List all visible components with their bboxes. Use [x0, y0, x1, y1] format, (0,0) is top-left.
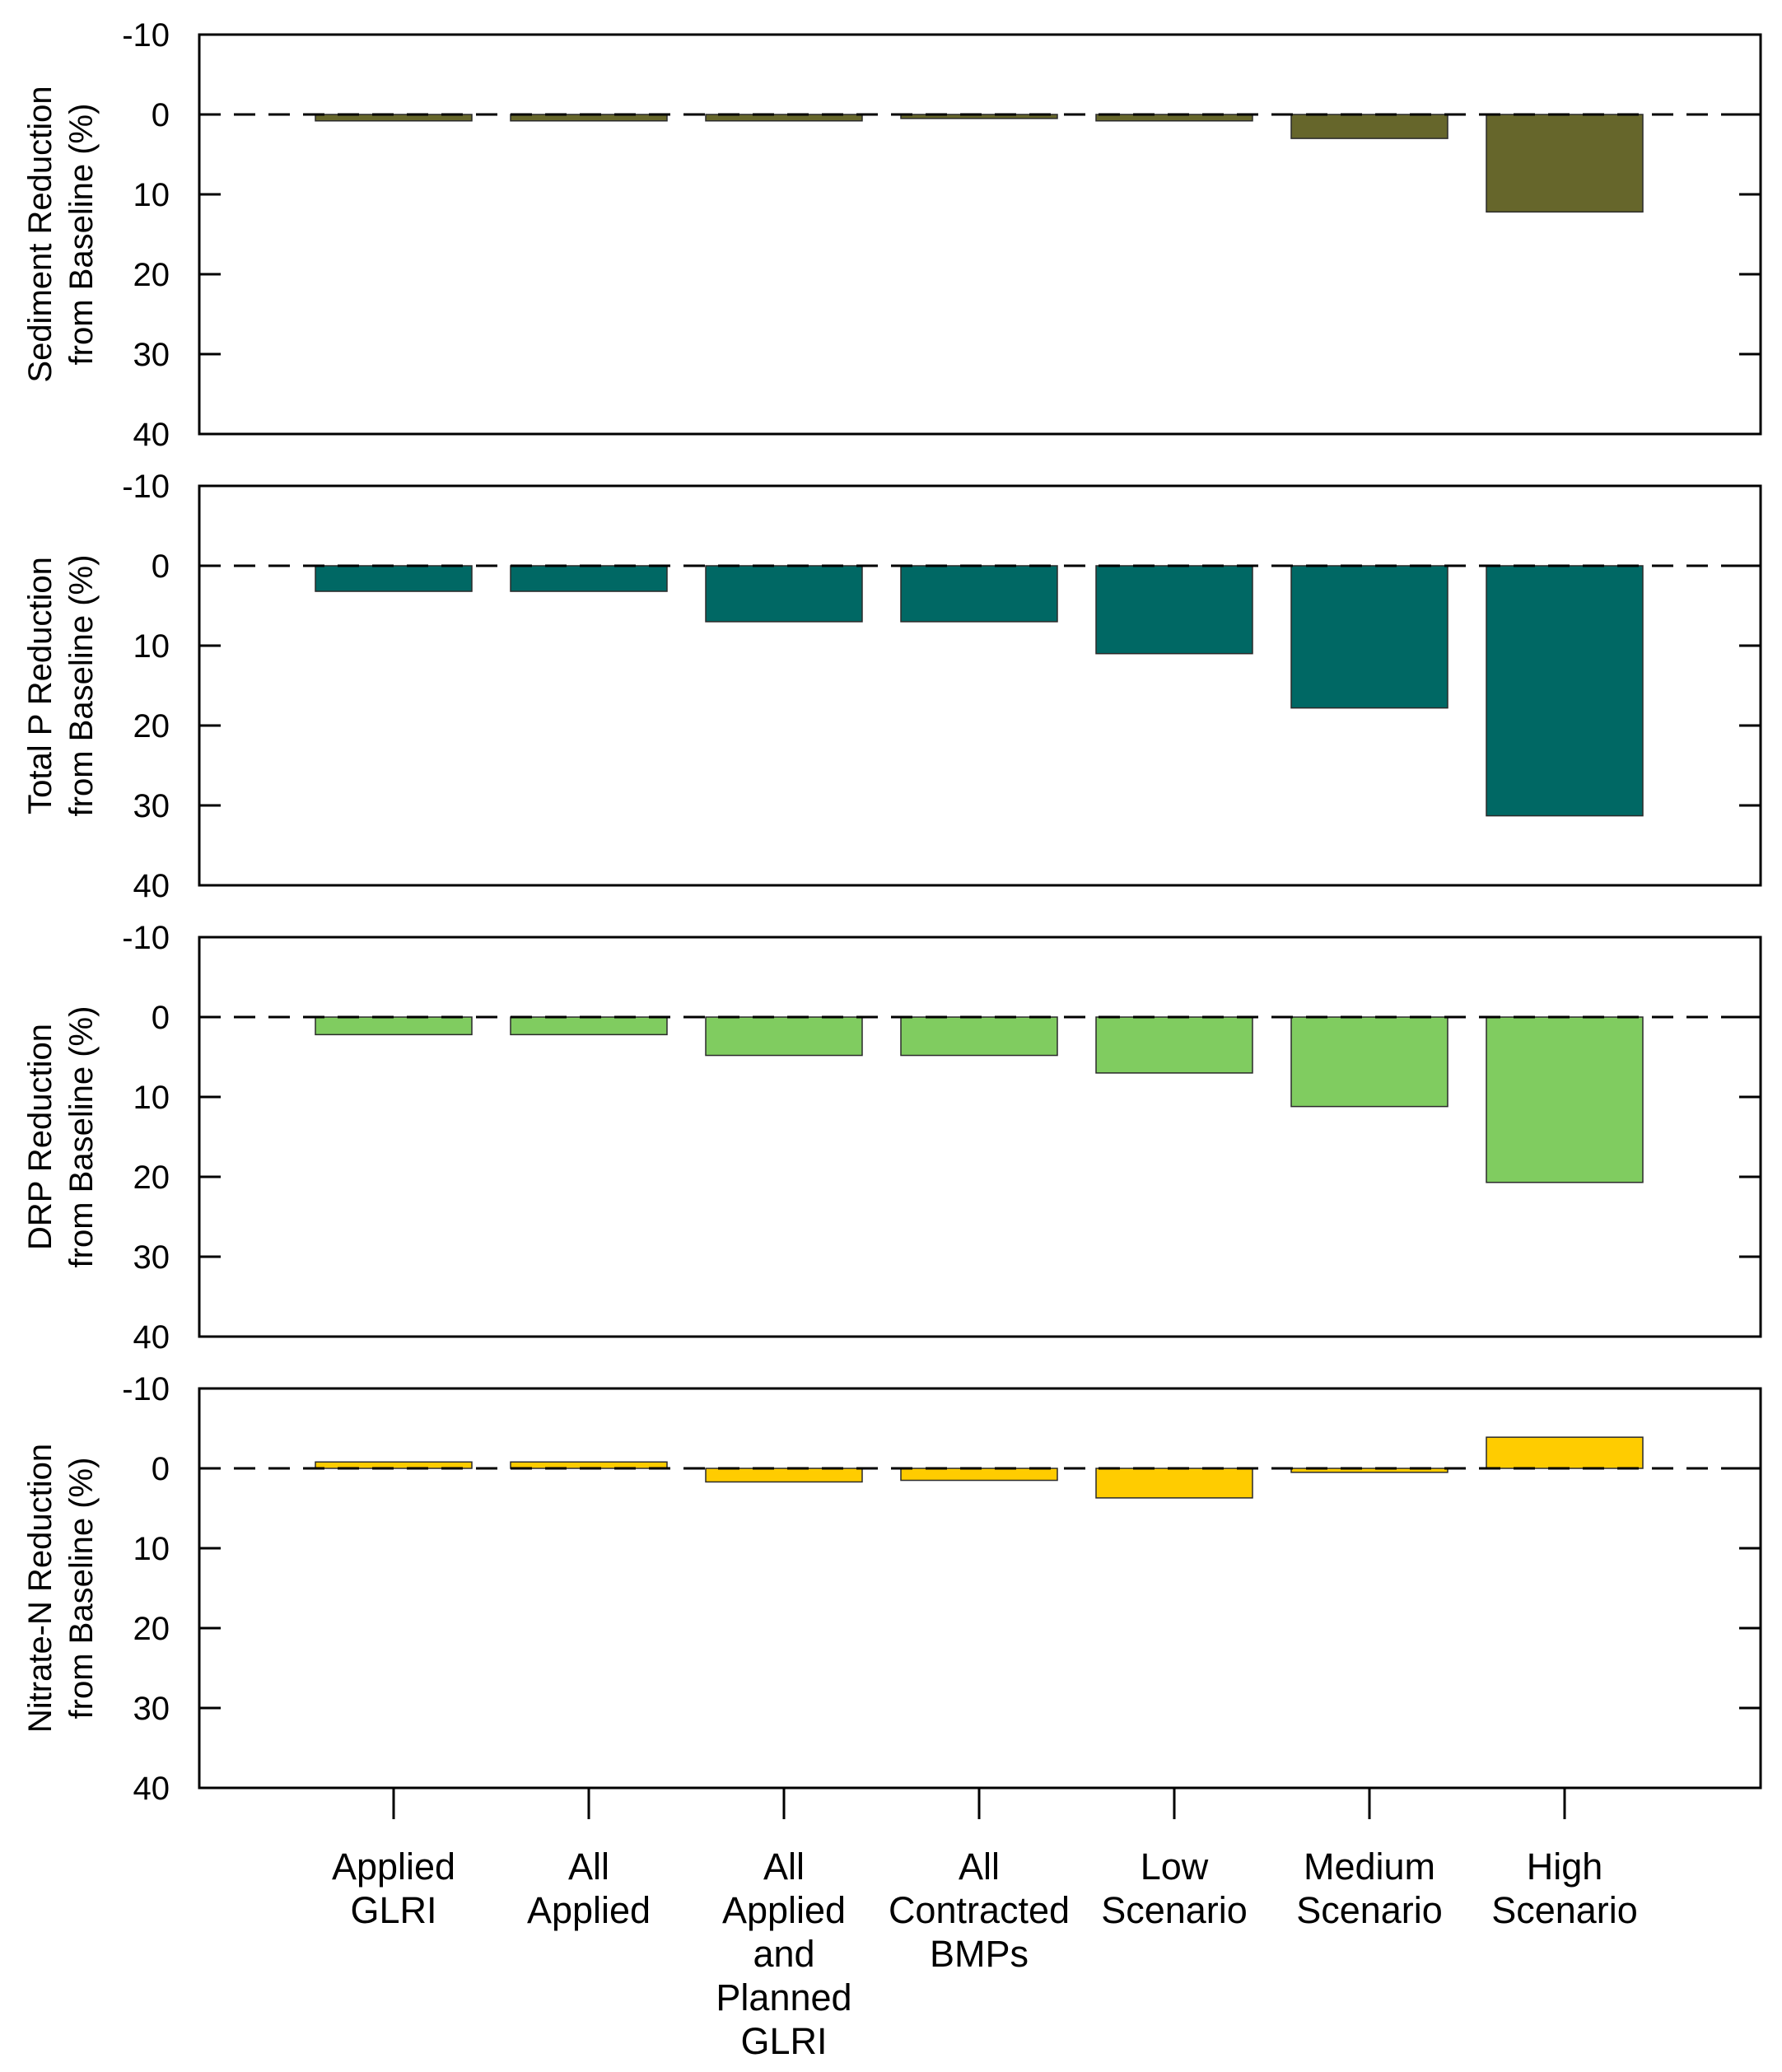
bar-sediment-6	[1486, 114, 1644, 213]
bar-nitrate-n-2	[705, 1468, 863, 1483]
plot-frame	[198, 936, 1762, 1338]
bar-drp-6	[1486, 1016, 1644, 1183]
category-label: GLRI	[350, 1889, 436, 1931]
y-tick-label: 40	[133, 868, 170, 904]
bar-total-p-3	[900, 565, 1058, 623]
bar-drp-5	[1290, 1016, 1448, 1108]
panel-total-p: -10 0 10 20 30 40 Total P Reduction from Baseli…	[22, 469, 1762, 904]
y-tick-label: 30	[133, 337, 170, 373]
category-label: Medium	[1304, 1846, 1435, 1888]
category-label: All	[959, 1846, 1000, 1888]
y-axis-title: Sediment Reduction	[22, 86, 58, 382]
category-label: and	[753, 1933, 814, 1975]
bar-total-p-6	[1486, 565, 1644, 817]
category-label: Scenario	[1296, 1889, 1443, 1931]
y-axis-title: from Baseline (%)	[63, 1458, 100, 1720]
y-tick-label: 30	[133, 1239, 170, 1276]
y-tick-label: 0	[152, 1000, 170, 1036]
y-axis-title: Total P Reduction	[22, 557, 58, 814]
bar-total-p-5	[1290, 565, 1448, 709]
bar-nitrate-n-5	[1290, 1468, 1448, 1473]
y-tick-label: 40	[133, 417, 170, 453]
y-axis-title: DRP Reduction	[22, 1024, 58, 1250]
plot-frame	[198, 33, 1762, 436]
bar-total-p-2	[705, 565, 863, 623]
bar-drp-4	[1095, 1016, 1253, 1074]
y-tick-label: 20	[133, 1611, 170, 1647]
y-tick-label: -10	[122, 17, 170, 54]
bar-drp-3	[900, 1016, 1058, 1057]
y-axis-title: from Baseline (%)	[63, 104, 100, 366]
y-tick-label: 0	[152, 548, 170, 585]
y-tick-label: -10	[122, 1371, 170, 1407]
y-tick-label: 40	[133, 1319, 170, 1356]
y-axis-title: Nitrate-N Reduction	[22, 1444, 58, 1733]
y-tick-label: -10	[122, 920, 170, 956]
y-tick-label: 30	[133, 1691, 170, 1727]
y-tick-label: 30	[133, 788, 170, 824]
bar-total-p-0	[315, 565, 473, 592]
category-label: Applied	[527, 1889, 651, 1931]
y-tick-label: -10	[122, 469, 170, 505]
y-tick-label: 20	[133, 708, 170, 744]
category-label: Applied	[332, 1846, 455, 1888]
panel-nitrate-n: -10 0 10 20 30 40 Nitrate-N Reduction from Base…	[22, 1371, 1762, 1807]
category-label: Applied	[722, 1889, 846, 1931]
panel-sediment: -10 0 10 20 30 40 Sediment Reduction from Basel…	[22, 17, 1762, 453]
category-label: All	[763, 1846, 805, 1888]
category-label: Scenario	[1491, 1889, 1638, 1931]
bar-sediment-2	[705, 114, 863, 122]
category-label: Low	[1141, 1846, 1209, 1888]
bar-nitrate-n-4	[1095, 1468, 1253, 1499]
bar-drp-1	[510, 1016, 668, 1036]
y-tick-label: 0	[152, 1451, 170, 1487]
y-tick-label: 10	[133, 1531, 170, 1567]
category-label: Scenario	[1101, 1889, 1248, 1931]
category-label: All	[568, 1846, 609, 1888]
plot-frame	[198, 484, 1762, 887]
category-label: GLRI	[740, 2020, 827, 2062]
bar-total-p-1	[510, 565, 668, 592]
y-tick-label: 10	[133, 1080, 170, 1116]
y-tick-label: 0	[152, 97, 170, 133]
y-tick-label: 20	[133, 257, 170, 293]
category-label: Contracted	[889, 1889, 1070, 1931]
y-tick-label: 10	[133, 628, 170, 665]
bar-sediment-5	[1290, 114, 1448, 139]
bar-total-p-4	[1095, 565, 1253, 655]
panel-drp: -10 0 10 20 30 40 DRP Reduction from Baseline (…	[22, 920, 1762, 1356]
bar-drp-2	[705, 1016, 863, 1057]
y-axis-title: from Baseline (%)	[63, 555, 100, 817]
category-label: BMPs	[930, 1933, 1029, 1975]
y-tick-label: 20	[133, 1160, 170, 1196]
y-axis-title: from Baseline (%)	[63, 1006, 100, 1268]
y-tick-label: 40	[133, 1771, 170, 1807]
bar-drp-0	[315, 1016, 473, 1036]
category-label: Planned	[716, 1976, 851, 2018]
bar-nitrate-n-3	[900, 1468, 1058, 1482]
bar-nitrate-n-6	[1486, 1436, 1644, 1469]
y-tick-label: 10	[133, 177, 170, 213]
category-label: High	[1527, 1846, 1603, 1888]
